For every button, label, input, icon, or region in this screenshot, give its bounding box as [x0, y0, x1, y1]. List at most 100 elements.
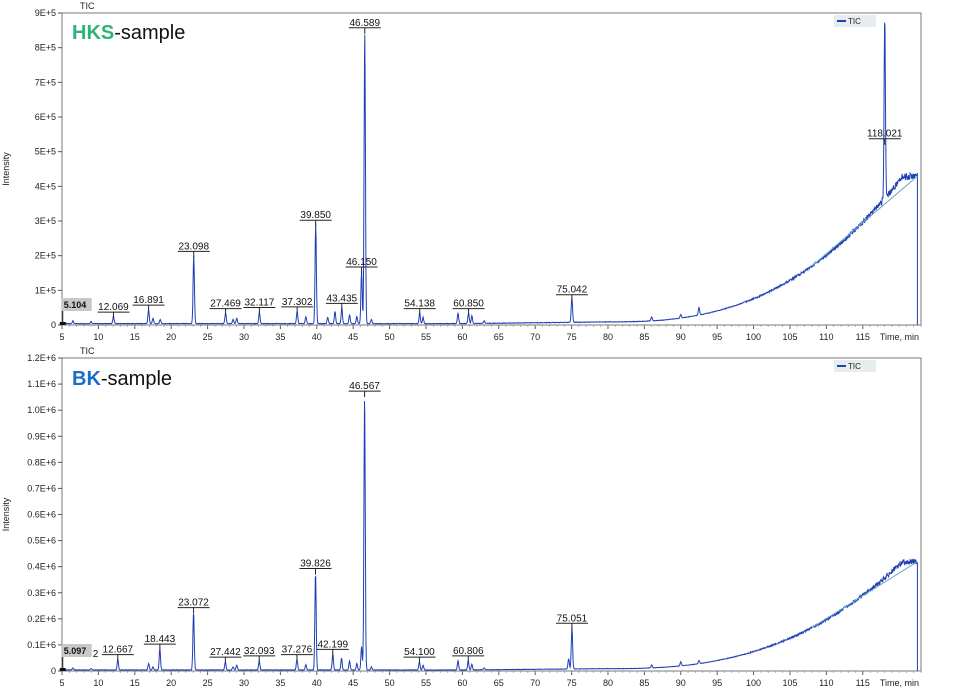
peak-annotation: 27.469	[209, 299, 242, 315]
peak-label: 46.150	[346, 257, 377, 268]
x-tick-label: 90	[676, 678, 686, 688]
highlight-label-suffix: 2	[93, 649, 99, 660]
y-axis-title: Intensity	[1, 152, 11, 186]
start-marker	[59, 668, 66, 671]
peak-label: 60.850	[453, 299, 484, 310]
legend-box	[834, 15, 876, 27]
peak-label: 42.199	[317, 639, 348, 650]
plot-frame	[61, 357, 922, 672]
x-tick-label: 115	[856, 332, 870, 342]
x-tick-label: 105	[782, 332, 797, 342]
highlight-label-text: 5.097	[64, 646, 87, 656]
peak-label: 23.072	[178, 598, 209, 609]
peak-annotation: 118.021	[867, 129, 903, 145]
peak-annotation: 27.442	[209, 647, 242, 664]
sample-title-prefix: HKS	[72, 22, 114, 44]
x-tick-label: 15	[130, 332, 140, 342]
x-tick-label: 20	[166, 332, 176, 342]
x-tick-label: 80	[603, 678, 613, 688]
y-tick-label: 0.2E+6	[27, 614, 56, 624]
x-tick-label: 45	[348, 678, 358, 688]
peak-label: 39.850	[300, 210, 331, 221]
x-tick-label: 40	[312, 678, 322, 688]
x-tick-label: 5	[59, 332, 64, 342]
y-tick-label: 0.8E+6	[27, 457, 56, 467]
peak-label: 118.021	[867, 129, 903, 140]
y-tick-label: 7E+5	[35, 77, 56, 87]
peak-label: 46.567	[349, 381, 380, 392]
sample-title: HKS-sample	[72, 22, 185, 44]
y-tick-label: 0.9E+6	[27, 431, 56, 441]
x-tick-label: 55	[421, 678, 431, 688]
x-tick-label: 30	[239, 678, 249, 688]
peak-label: 23.098	[178, 241, 209, 252]
peak-annotation: 23.098	[177, 241, 210, 258]
sample-title-suffix: -sample	[114, 22, 185, 44]
tic-trace	[61, 401, 918, 671]
y-tick-label: 2E+5	[35, 251, 56, 261]
x-tick-label: 60	[457, 678, 467, 688]
legend: TIC	[834, 15, 876, 27]
chart-panel-1: TIC HKS-sample TIC 0 1E+5 2E+5 3E+5 4E+5 5E+5 6E+…	[1, 1, 922, 342]
highlight-label-box	[61, 298, 92, 311]
x-tick-label: 35	[275, 678, 285, 688]
peak-label: 43.435	[326, 293, 357, 304]
x-tick-label: 50	[385, 332, 395, 342]
sample-title: BK-sample	[72, 368, 172, 390]
x-tick-label: 20	[166, 678, 176, 688]
peak-label: 60.806	[453, 646, 484, 657]
x-tick-label: 100	[746, 678, 761, 688]
drift-baseline	[811, 175, 918, 267]
peak-annotation: 12.069	[97, 302, 130, 319]
y-tick-label: 1.2E+6	[27, 353, 56, 363]
y-tick-label: 8E+5	[35, 43, 56, 53]
peak-annotation: 75.051	[555, 613, 588, 630]
x-tick-label: 30	[239, 332, 249, 342]
x-tick-label: 45	[348, 332, 358, 342]
x-tick-label: 90	[676, 332, 686, 342]
x-tick-label: 70	[530, 332, 540, 342]
x-tick-label: 65	[494, 332, 504, 342]
drift-baseline	[811, 561, 918, 629]
y-tick-label: 0	[51, 666, 56, 676]
peak-label: 12.667	[103, 645, 134, 656]
peak-annotation: 32.117	[243, 298, 276, 314]
y-axis-title: Intensity	[1, 497, 11, 531]
x-tick-label: 95	[712, 332, 722, 342]
x-tick-label: 35	[275, 332, 285, 342]
peak-label: 75.051	[557, 613, 588, 624]
peak-label: 12.069	[98, 302, 129, 313]
peak-annotation: 54.138	[403, 299, 436, 315]
peak-label: 54.138	[404, 299, 435, 310]
sample-title-prefix: BK	[72, 368, 101, 390]
x-axis-title: Time, min	[880, 678, 919, 688]
y-tick-label: 0	[51, 320, 56, 330]
peak-annotation: 32.093	[243, 646, 276, 662]
chart-panel-2: TIC BK-sample TIC 0 0.1E+6 0.2E+6 0.3E+6 0.4E+6…	[1, 346, 922, 688]
x-tick-label: 85	[639, 678, 649, 688]
y-tick-label: 1E+5	[35, 285, 56, 295]
peak-annotation: 60.850	[452, 299, 485, 315]
peak-label: 75.042	[557, 285, 588, 296]
y-tick-label: 5E+5	[35, 147, 56, 157]
highlight-label-box	[61, 644, 92, 657]
peak-annotation: 18.443	[143, 634, 176, 651]
y-tick-label: 0.7E+6	[27, 483, 56, 493]
peak-label: 27.442	[210, 647, 241, 658]
x-tick-label: 25	[203, 678, 213, 688]
peak-label: 32.093	[244, 646, 275, 657]
y-tick-label: 3E+5	[35, 216, 56, 226]
x-tick-label: 100	[746, 332, 761, 342]
legend-box	[834, 360, 876, 372]
x-tick-label: 85	[639, 332, 649, 342]
y-tick-label: 0.5E+6	[27, 536, 56, 546]
y-tick-label: 0.4E+6	[27, 562, 56, 572]
y-tick-label: 1.0E+6	[27, 405, 56, 415]
x-tick-label: 95	[712, 678, 722, 688]
y-tick-label: 0.1E+6	[27, 640, 56, 650]
y-tick-label: 6E+5	[35, 112, 56, 122]
peak-annotation: 46.150	[345, 257, 378, 273]
peak-annotation: 43.435	[325, 293, 358, 310]
